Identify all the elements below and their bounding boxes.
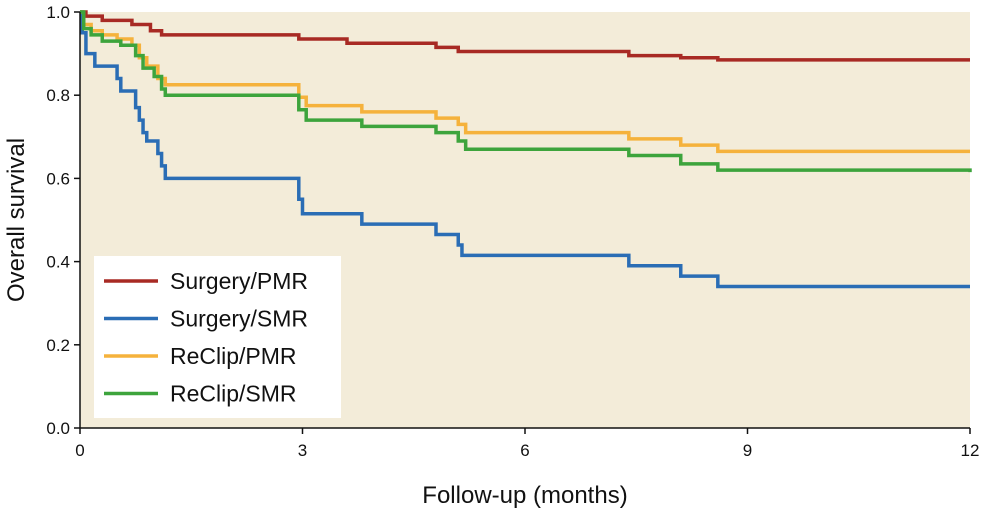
legend-label: Surgery/SMR — [170, 306, 308, 332]
x-tick-label: 3 — [298, 441, 307, 460]
series-layer — [80, 10, 972, 289]
series-line-1 — [80, 10, 970, 62]
y-tick-label: 0.4 — [46, 253, 70, 272]
series-line-4 — [80, 10, 972, 173]
x-tick-label: 9 — [743, 441, 752, 460]
x-tick-label: 0 — [75, 441, 84, 460]
x-axis-title: Follow-up (months) — [422, 482, 627, 509]
legend-label: Surgery/PMR — [170, 268, 308, 294]
legend-label: ReClip/SMR — [170, 381, 297, 407]
legend-box — [94, 256, 341, 418]
y-tick-label: 1.0 — [46, 3, 70, 22]
legend: Surgery/PMR Surgery/SMR ReClip/PMR ReClip/S… — [94, 256, 341, 418]
y-tick-label: 0.8 — [46, 86, 70, 105]
x-tick-label: 12 — [961, 441, 980, 460]
y-tick-label: 0.2 — [46, 336, 70, 355]
legend-label: ReClip/PMR — [170, 343, 297, 369]
axes: 0.0 0.2 0.4 0.6 0.8 1.0 0 3 6 9 12 — [46, 3, 979, 460]
y-tick-label: 0.6 — [46, 169, 70, 188]
y-tick-label: 0.0 — [46, 419, 70, 438]
y-axis-title: Overall survival — [3, 138, 30, 302]
series-line-2 — [80, 10, 970, 289]
series-line-3 — [80, 10, 970, 154]
x-tick-label: 6 — [520, 441, 529, 460]
